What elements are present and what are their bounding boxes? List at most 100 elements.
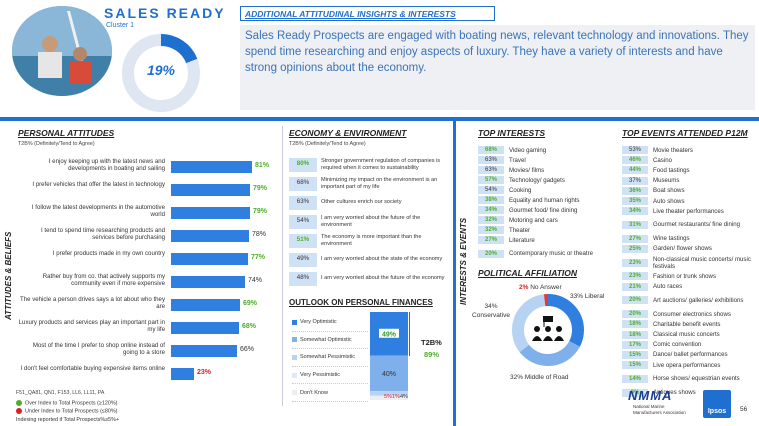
event-row: 53% Movie theaters [622, 145, 757, 155]
interest-value: 54% [478, 186, 504, 194]
top-interests-list: 68% Video gaming 63% Travel 63% Movies/ films… [478, 145, 618, 262]
event-label: Horse shows/ equestrian events [653, 375, 740, 383]
outlook-legend-item: Don't Know [292, 384, 368, 402]
event-value: 27% [622, 234, 648, 243]
event-value: 14% [622, 374, 648, 383]
event-row: 27% Wine tastings [622, 234, 757, 244]
event-label: Antiques shows [653, 389, 696, 397]
interest-value: 63% [478, 166, 504, 174]
outlook-segment-label: 49% [382, 331, 397, 338]
event-value: 18% [622, 320, 648, 329]
attitude-label: I enjoy keeping up with the latest news … [48, 158, 165, 172]
attitude-bar [171, 322, 239, 334]
outlook-title: OUTLOOK ON PERSONAL FINANCES [289, 298, 433, 307]
interest-value: 57% [478, 176, 504, 184]
attitude-bar [171, 207, 250, 219]
event-value: 34% [622, 207, 648, 216]
interest-value: 34% [478, 206, 504, 214]
interest-label: Cooking [509, 186, 532, 194]
political-slice [512, 294, 584, 366]
interest-label: Contemporary music or theatre [509, 250, 593, 257]
economy-value: 48% [289, 271, 317, 286]
interest-value: 32% [478, 216, 504, 224]
attitude-label: I don't feel comfortable buying expensiv… [20, 365, 165, 372]
interest-value: 20% [478, 249, 504, 258]
outlook-segment [370, 391, 408, 396]
economy-title: ECONOMY & ENVIRONMENT [289, 128, 407, 138]
attitude-row: I tend to spend time researching product… [18, 225, 278, 248]
event-label: Auto shows [653, 197, 685, 205]
interest-label: Travel [509, 156, 526, 164]
event-label: Garden/ flower shows [653, 245, 712, 253]
attitude-value: 77% [251, 254, 266, 261]
column-separator-thick [453, 121, 456, 426]
under-index-text: Under Index to Total Prospects (≤80%) [25, 408, 118, 415]
event-row: 35% Auto shows [622, 196, 757, 206]
economy-label: I am very worried about the future of th… [321, 275, 445, 282]
event-row: 31% Gourmet restaurants/ fine dining [622, 216, 757, 233]
personal-attitudes-chart: I enjoy keeping up with the latest news … [18, 156, 278, 386]
event-label: Auto races [653, 283, 683, 291]
outlook-legend-item: Very Optimistic [292, 314, 368, 332]
event-row: 18% Classical music concerts [622, 329, 757, 339]
attitude-row: The vehicle a person drives says a lot a… [18, 294, 278, 317]
political-slice [512, 294, 584, 366]
no-answer-pct: 2% [519, 284, 529, 291]
event-label: Comic convention [653, 341, 702, 349]
attitude-bar [171, 368, 194, 380]
event-value: 25% [622, 244, 648, 253]
section-divider [0, 117, 759, 121]
segment-share-value: 19% [146, 62, 176, 78]
segment-title: SALES READY [104, 5, 226, 21]
insights-box: Sales Ready Prospects are engaged with b… [240, 25, 755, 110]
economy-value: 63% [289, 195, 317, 210]
personal-attitudes-subtitle: T2B% (Definitely/Tend to Agree) [18, 141, 95, 147]
attitude-bar [171, 161, 252, 173]
event-row: 44% Food tastings [622, 165, 757, 175]
legend-swatch-icon [292, 372, 297, 378]
attitude-value: 23% [197, 369, 212, 376]
liberal-label: 33% Liberal [570, 293, 605, 300]
event-value: 9% [622, 388, 648, 397]
event-row: 18% Charitable benefit events [622, 319, 757, 329]
interest-value: 63% [478, 156, 504, 164]
outlook-segment [370, 396, 408, 400]
attitudes-side-label: ATTITUDES & BELIEFS [4, 231, 13, 320]
event-label: Museums [653, 177, 680, 185]
interest-label: Theater [509, 226, 531, 234]
attitude-bar [171, 276, 245, 288]
segment-share-donut [122, 34, 200, 112]
event-row: 15% Dance/ ballet performances [622, 350, 757, 360]
column-separator [282, 126, 283, 406]
t2b-value: 89% [424, 350, 440, 359]
outlook-stacked-bar: 49% 40% 5% 1% 4% [370, 312, 408, 400]
event-row: 25% Garden/ flower shows [622, 244, 757, 254]
under-dot-icon [16, 408, 22, 414]
interest-row: 63% Travel [478, 155, 618, 165]
attitude-row: I don't feel comfortable buying expensiv… [18, 363, 278, 386]
outlook-legend-label: Don't Know [300, 389, 328, 396]
outlook-small-label: 4% [400, 394, 408, 400]
economy-list: 80% Stronger government regulation of com… [289, 155, 449, 288]
attitude-value: 81% [255, 162, 270, 169]
economy-value: 51% [289, 233, 317, 248]
outlook-legend-label: Very Optimistic [300, 319, 337, 326]
outlook-legend-item: Very Pessimistic [292, 367, 368, 385]
event-value: 46% [622, 156, 648, 165]
outlook-small-label: 1% [392, 394, 400, 400]
event-label: Fashion or trunk shows [653, 272, 716, 280]
interest-row: 63% Movies/ films [478, 165, 618, 175]
interest-label: Motoring and cars [509, 216, 558, 224]
insights-title-box: ADDITIONAL ATTITUDINAL INSIGHTS & INTERE… [240, 6, 495, 21]
economy-row: 49% I am very worried about the state of … [289, 250, 449, 269]
attitude-label: I prefer products made in my own country [52, 250, 165, 257]
attitude-row: Rather buy from co. that actively suppor… [18, 271, 278, 294]
t2b-label: T2B% [421, 338, 442, 347]
legend-swatch-icon [292, 390, 297, 396]
economy-row: 51% The economy is more important than th… [289, 231, 449, 250]
legend-swatch-icon [292, 337, 297, 343]
interest-value: 32% [478, 226, 504, 234]
political-title: POLITICAL AFFILIATION [478, 268, 577, 278]
economy-label: The economy is more important than the e… [321, 234, 422, 247]
